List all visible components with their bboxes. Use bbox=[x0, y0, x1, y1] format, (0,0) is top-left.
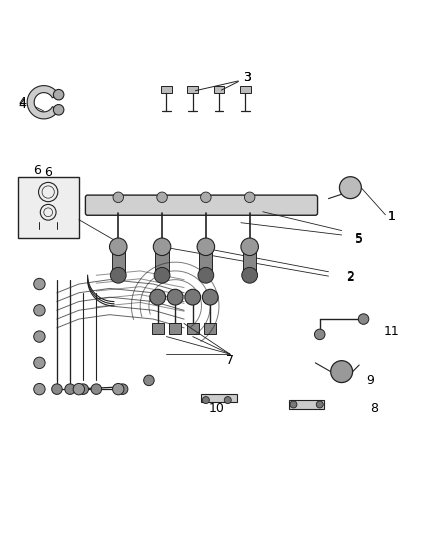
Text: 10: 10 bbox=[209, 402, 225, 415]
Polygon shape bbox=[27, 86, 59, 119]
Circle shape bbox=[242, 268, 258, 283]
Text: 4: 4 bbox=[18, 98, 26, 111]
Circle shape bbox=[314, 329, 325, 340]
Circle shape bbox=[241, 238, 258, 255]
Text: 4: 4 bbox=[18, 96, 26, 109]
Circle shape bbox=[201, 192, 211, 203]
Circle shape bbox=[153, 238, 171, 255]
Circle shape bbox=[34, 383, 45, 395]
Circle shape bbox=[34, 357, 45, 368]
Circle shape bbox=[113, 383, 124, 395]
Text: 6: 6 bbox=[33, 164, 41, 176]
Text: 3: 3 bbox=[244, 71, 251, 84]
Text: 5: 5 bbox=[355, 233, 363, 246]
Circle shape bbox=[110, 238, 127, 255]
Bar bbox=[187, 324, 199, 334]
Circle shape bbox=[244, 192, 255, 203]
Text: 6: 6 bbox=[44, 166, 52, 179]
Circle shape bbox=[110, 268, 126, 283]
Circle shape bbox=[198, 268, 214, 283]
Circle shape bbox=[202, 397, 209, 403]
Text: 7: 7 bbox=[226, 354, 234, 367]
Circle shape bbox=[197, 238, 215, 255]
Circle shape bbox=[34, 278, 45, 290]
Circle shape bbox=[91, 384, 102, 394]
Bar bbox=[161, 86, 172, 93]
Bar bbox=[112, 251, 125, 273]
Circle shape bbox=[117, 384, 128, 394]
Text: 1: 1 bbox=[388, 209, 396, 223]
Text: 8: 8 bbox=[371, 402, 378, 415]
Text: 11: 11 bbox=[384, 325, 400, 338]
Bar bbox=[199, 251, 212, 273]
Bar bbox=[214, 86, 224, 93]
Circle shape bbox=[53, 104, 64, 115]
Circle shape bbox=[339, 177, 361, 199]
Circle shape bbox=[185, 289, 201, 305]
Bar bbox=[187, 86, 198, 93]
Circle shape bbox=[53, 90, 64, 100]
Bar bbox=[243, 251, 256, 273]
Text: 9: 9 bbox=[366, 374, 374, 387]
Circle shape bbox=[224, 397, 231, 403]
Circle shape bbox=[202, 289, 218, 305]
Text: 3: 3 bbox=[244, 71, 251, 84]
Circle shape bbox=[113, 192, 124, 203]
Bar bbox=[201, 393, 237, 402]
Circle shape bbox=[73, 383, 85, 395]
Circle shape bbox=[52, 384, 62, 394]
Circle shape bbox=[157, 192, 167, 203]
Bar bbox=[204, 324, 216, 334]
Bar bbox=[152, 324, 164, 334]
Circle shape bbox=[316, 401, 323, 408]
Bar bbox=[18, 177, 79, 238]
Bar bbox=[289, 400, 324, 409]
Bar bbox=[155, 251, 169, 273]
FancyBboxPatch shape bbox=[85, 195, 318, 215]
Circle shape bbox=[78, 384, 88, 394]
Circle shape bbox=[154, 268, 170, 283]
Circle shape bbox=[65, 384, 75, 394]
Circle shape bbox=[144, 375, 154, 386]
Circle shape bbox=[34, 331, 45, 342]
Circle shape bbox=[358, 314, 369, 324]
Text: 2: 2 bbox=[346, 271, 354, 284]
Text: 5: 5 bbox=[355, 231, 363, 245]
Text: 1: 1 bbox=[388, 209, 396, 223]
Text: 2: 2 bbox=[346, 270, 354, 282]
Circle shape bbox=[34, 304, 45, 316]
Circle shape bbox=[150, 289, 166, 305]
Circle shape bbox=[167, 289, 183, 305]
Circle shape bbox=[331, 361, 353, 383]
Bar bbox=[240, 86, 251, 93]
Bar bbox=[169, 324, 181, 334]
Circle shape bbox=[290, 401, 297, 408]
